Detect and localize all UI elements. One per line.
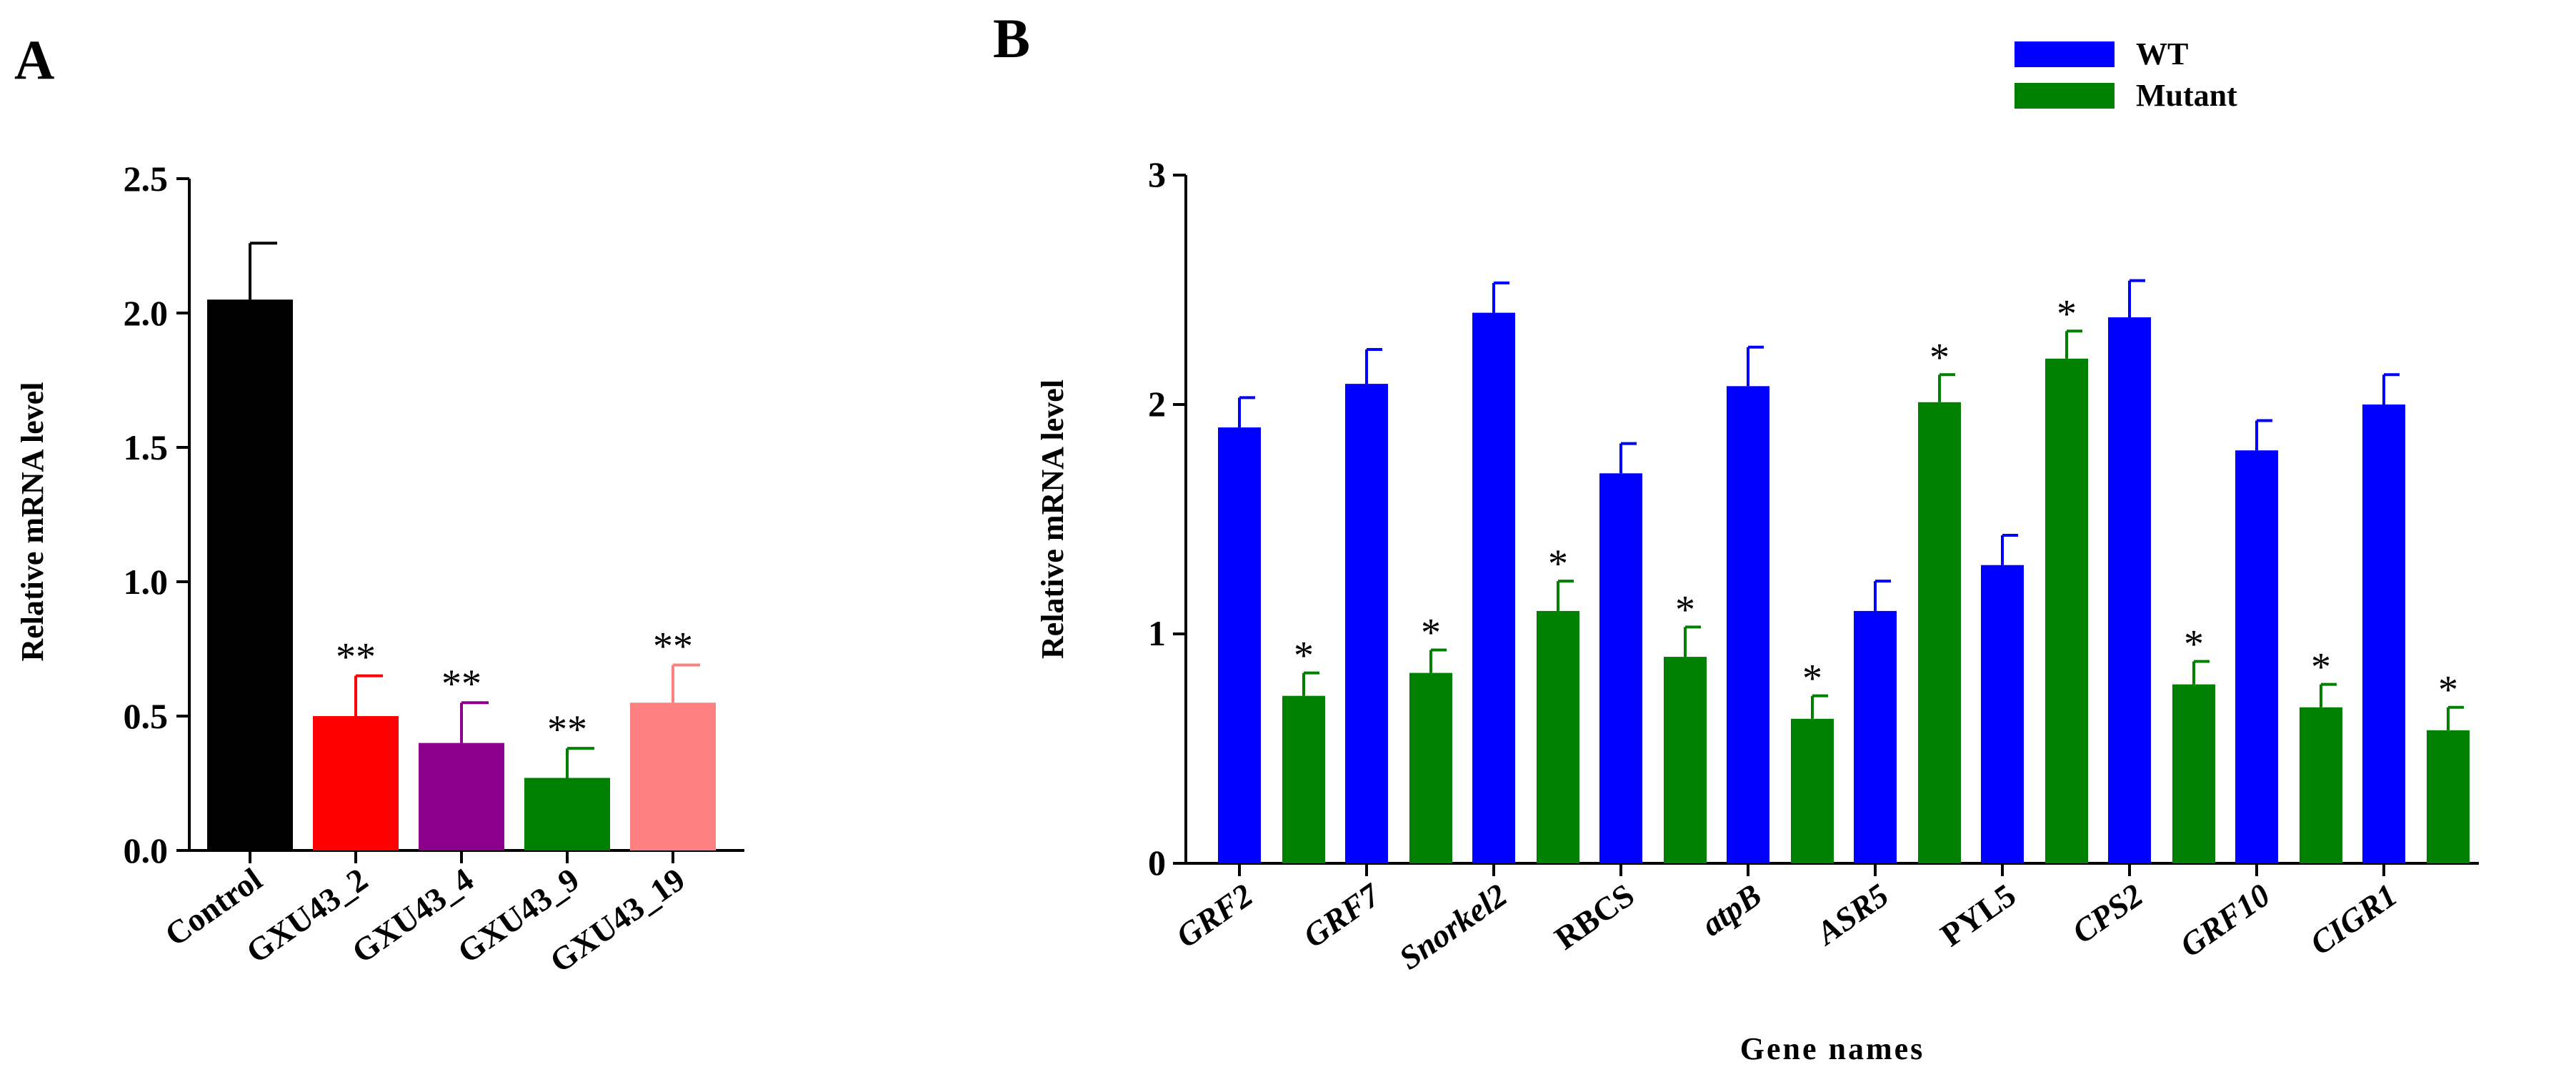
- b-bar-mutant: [1537, 610, 1579, 863]
- b-legend-swatch-mutant: [2015, 83, 2115, 109]
- a-bar: [524, 778, 610, 850]
- b-legend-label-mutant: Mutant: [2136, 78, 2237, 113]
- b-legend-swatch-wt: [2015, 41, 2115, 67]
- b-x-tick-label: Snorkel2: [1392, 876, 1514, 976]
- a-bar: [207, 299, 293, 850]
- b-bar-wt: [1218, 427, 1261, 863]
- b-x-tick-label: GRF7: [1297, 875, 1387, 954]
- b-bar-wt: [2235, 450, 2278, 863]
- b-bar-mutant: [2300, 707, 2342, 863]
- b-bar-wt: [2362, 404, 2405, 863]
- b-significance-label: *: [1929, 335, 1950, 379]
- panel-label-a: A: [14, 29, 54, 91]
- b-x-tick-label: GRF2: [1169, 876, 1259, 954]
- a-y-tick-label: 2.5: [124, 159, 169, 199]
- b-y-axis-title: Relative mRNA level: [1035, 379, 1070, 659]
- b-significance-label: *: [2184, 622, 2204, 667]
- b-bar-mutant: [1282, 695, 1325, 863]
- b-bar-wt: [1472, 312, 1515, 864]
- a-y-tick-label: 2.0: [124, 293, 169, 333]
- a-y-tick-label: 1.5: [124, 427, 169, 467]
- b-significance-label: *: [1802, 657, 1822, 701]
- b-x-tick-label: CPS2: [2066, 876, 2150, 950]
- b-bar-wt: [1345, 384, 1388, 863]
- a-y-tick-label: 0.5: [124, 696, 169, 736]
- b-significance-label: *: [1421, 610, 1441, 655]
- b-significance-label: *: [2438, 668, 2458, 713]
- b-bar-mutant: [1918, 402, 1961, 863]
- chart-b: 0 1 2 3 Relative mRNA level * GRF2 * GRF7 * Snorke…: [1035, 36, 2479, 1066]
- b-bar-wt: [1599, 473, 1642, 863]
- b-bar-wt: [1981, 565, 2024, 863]
- b-bar-mutant: [2427, 730, 2470, 863]
- a-bar: [630, 703, 716, 850]
- b-significance-label: *: [1294, 634, 1314, 678]
- b-bar-mutant: [1664, 657, 1707, 863]
- a-significance-label: **: [547, 708, 587, 752]
- b-bar-mutant: [1409, 672, 1452, 863]
- b-significance-label: *: [1548, 542, 1568, 586]
- b-x-tick-label: ASR5: [1808, 876, 1895, 953]
- b-bar-mutant: [1791, 718, 1834, 863]
- a-bar: [313, 716, 399, 850]
- b-significance-label: *: [2311, 645, 2331, 690]
- b-x-tick-label: RBCS: [1548, 876, 1641, 956]
- a-significance-label: **: [441, 662, 481, 706]
- a-significance-label: **: [336, 635, 376, 680]
- b-y-tick-label: 1: [1148, 613, 1166, 653]
- b-bar-wt: [1727, 386, 1769, 863]
- b-x-tick-label: PYL5: [1934, 876, 2022, 953]
- b-y-tick-label: 0: [1148, 843, 1166, 883]
- b-bar-mutant: [2045, 358, 2088, 863]
- b-x-axis-title: Gene names: [1740, 1031, 1925, 1066]
- a-bar: [419, 743, 504, 850]
- b-x-tick-label: GRF10: [2173, 876, 2276, 963]
- b-significance-label: *: [1675, 587, 1695, 632]
- a-y-tick-label: 1.0: [124, 562, 169, 602]
- b-y-tick-label: 3: [1148, 154, 1166, 194]
- b-x-tick-label: CIGR1: [2304, 876, 2404, 961]
- b-bar-wt: [1854, 610, 1897, 863]
- a-y-tick-label: 0.0: [124, 830, 169, 870]
- b-x-tick-label: atpB: [1694, 876, 1768, 943]
- b-significance-label: *: [2057, 292, 2077, 336]
- panel-label-b: B: [993, 7, 1030, 69]
- a-y-axis-title: Relative mRNA level: [15, 382, 50, 662]
- b-bar-mutant: [2172, 684, 2215, 863]
- b-y-tick-label: 2: [1148, 384, 1166, 424]
- b-bar-wt: [2108, 317, 2151, 863]
- a-significance-label: **: [653, 625, 693, 669]
- b-legend-label-wt: WT: [2136, 36, 2188, 71]
